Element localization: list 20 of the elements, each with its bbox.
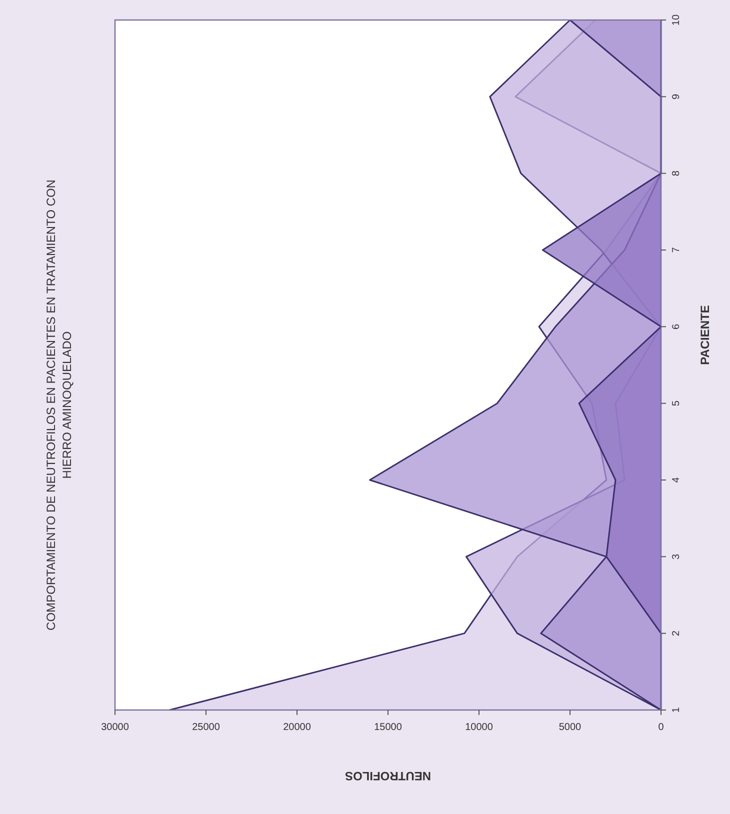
x-tick-label: 5000	[558, 722, 582, 733]
x-tick-label: 20000	[283, 722, 312, 733]
x-axis-title: NEUTROFILOS	[345, 769, 431, 783]
y-tick-label: 9	[671, 93, 682, 100]
x-tick-label: 0	[658, 722, 664, 733]
text: COMPORTAMIENTO DE NEUTROFILOS EN PACIENTES EN TRATAMIENTO CON HIERRO AMINOQUELADO	[44, 180, 74, 630]
y-tick-label: 3	[671, 553, 682, 560]
x-tick-label: 30000	[101, 722, 130, 733]
x-tick-label: 15000	[374, 722, 402, 733]
y-tick-label: 2	[671, 630, 682, 636]
x-tick-label: 25000	[192, 722, 220, 733]
x-tick-label: 10000	[465, 722, 494, 733]
y-tick-label: 8	[671, 170, 682, 176]
y-tick-label: 7	[671, 246, 682, 253]
y-tick-label: 6	[671, 323, 682, 330]
y-tick-label: 4	[671, 476, 682, 483]
y-tick-label: 5	[671, 400, 682, 406]
y-tick-label: 1	[671, 706, 682, 713]
y-axis-title: PACIENTE	[698, 305, 712, 365]
y-tick-label: 10	[671, 14, 682, 26]
